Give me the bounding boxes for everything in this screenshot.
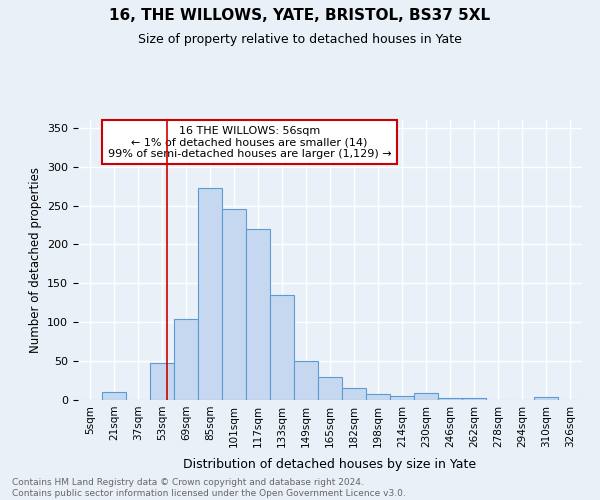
Bar [534, 397, 558, 400]
X-axis label: Distribution of detached houses by size in Yate: Distribution of detached houses by size … [184, 458, 476, 471]
Bar [246, 229, 270, 400]
Y-axis label: Number of detached properties: Number of detached properties [29, 167, 41, 353]
Bar [438, 398, 462, 400]
Bar [342, 388, 366, 400]
Text: Size of property relative to detached houses in Yate: Size of property relative to detached ho… [138, 32, 462, 46]
Bar [102, 392, 126, 400]
Text: 16 THE WILLOWS: 56sqm
← 1% of detached houses are smaller (14)
99% of semi-detac: 16 THE WILLOWS: 56sqm ← 1% of detached h… [107, 126, 391, 159]
Text: Contains HM Land Registry data © Crown copyright and database right 2024.
Contai: Contains HM Land Registry data © Crown c… [12, 478, 406, 498]
Bar [390, 396, 414, 400]
Bar [294, 361, 318, 400]
Bar [222, 208, 246, 400]
Bar [150, 362, 174, 400]
Bar [414, 393, 438, 400]
Bar [462, 398, 486, 400]
Bar [174, 319, 198, 400]
Bar [270, 295, 294, 400]
Text: 16, THE WILLOWS, YATE, BRISTOL, BS37 5XL: 16, THE WILLOWS, YATE, BRISTOL, BS37 5XL [109, 8, 491, 22]
Bar [366, 394, 390, 400]
Bar [198, 188, 222, 400]
Bar [318, 376, 342, 400]
